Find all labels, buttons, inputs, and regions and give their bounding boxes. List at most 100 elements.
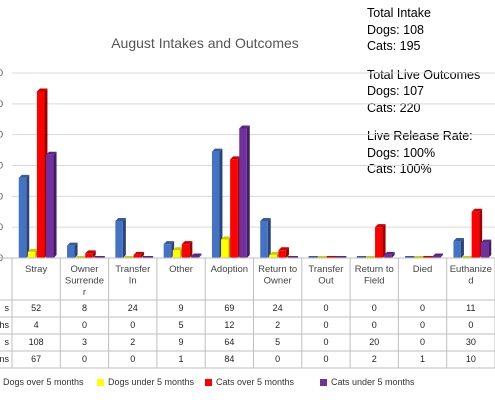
data-label: 5 [179,320,184,330]
bar [260,221,268,258]
bar-top [211,148,223,152]
bar [27,251,36,258]
bar-side [285,247,289,258]
bar-top [115,218,126,221]
chart-title: August Intakes and Outcomes [111,35,299,51]
data-label: 0 [275,354,280,364]
intake-cats: Cats: 195 [367,39,421,53]
data-label: 2 [275,320,280,330]
bar [85,253,93,258]
bar [414,256,425,258]
bar-top [278,247,289,251]
data-label: 0 [82,354,87,364]
bar [453,241,461,258]
y-tick-label: 80 [0,130,3,140]
data-label: 4 [34,320,39,330]
bar-top [67,242,78,246]
data-label: 5 [275,337,280,347]
bar-top [190,253,202,257]
bar-side [391,251,395,258]
bar [423,256,434,258]
category-label: Field [364,276,385,287]
legend-item: Cats under 5 months [320,377,415,387]
y-tick-label: 20 [0,222,3,232]
bar [326,256,338,258]
bar [480,242,489,258]
bar [133,254,142,258]
data-label: 84 [224,354,234,364]
bar-side [439,253,443,258]
row-label: ns [0,354,9,364]
bar [278,250,286,258]
data-label: 0 [323,303,328,313]
bar-side [92,250,96,258]
bar-top [269,251,280,255]
y-tick-label: 120 [0,68,3,78]
bar-top [384,251,395,255]
bar [115,221,123,258]
bar [181,244,190,258]
bar [221,239,229,258]
data-label: 0 [372,303,377,313]
category-label: d [468,276,473,287]
bar-top [172,247,184,251]
bar [432,256,440,258]
bar [76,256,87,258]
data-label: 20 [369,337,379,347]
y-tick-label: 60 [0,161,3,171]
data-label: 0 [420,303,425,313]
category-label: Other [169,264,193,275]
bar-top [239,125,250,129]
bar [317,256,329,258]
category-label: Transfer [308,264,343,275]
data-label: 1 [420,354,425,364]
bar [190,256,199,258]
category-label: Euthanize [450,264,492,275]
row-label: s [5,337,10,347]
bar [172,250,181,258]
data-label: 0 [130,320,135,330]
legend-item: Cats over 5 months [205,377,294,387]
bar [365,256,377,258]
data-label: 10 [466,354,476,364]
live-outcomes-title: Total Live Outcomes [367,67,481,82]
data-label: 30 [466,337,476,347]
bar-top [18,174,30,178]
bar-top [230,156,241,160]
bar-side [53,151,57,258]
bar [230,159,238,258]
bar [36,91,45,258]
y-tick-label: 100 [0,99,3,109]
legend-label: Cats over 5 months [216,377,295,387]
bar-side [74,242,78,258]
category-label: Owner [70,264,98,275]
bar-top [375,224,386,228]
category-label: Transfer [115,264,150,275]
bar-side [267,218,271,258]
bar [18,177,27,258]
legend-label: Cats under 5 months [331,377,415,387]
data-label: 64 [224,337,234,347]
bar [124,256,135,258]
bar [211,151,220,258]
bar [462,256,474,258]
legend-item: Dogs under 5 months [97,377,194,387]
data-label: 0 [323,354,328,364]
bar [142,256,154,258]
category-label: Stray [25,264,47,275]
bar [46,154,54,258]
bar [308,256,320,258]
category-label: Adoption [211,264,249,275]
live-release-title: Live Release Rate: [367,129,473,143]
intake-dogs: Dogs: 108 [367,22,424,37]
y-tick-label: 40 [0,191,3,201]
data-label: 12 [224,320,234,330]
category-label: Return to [355,264,394,275]
bar [94,256,105,258]
bar-top [133,251,145,255]
bar-chart: 020406080100120StrayOwnerSurrenderTransf… [0,68,495,369]
data-label: 9 [179,303,184,313]
category-label: Out [318,276,334,287]
category-label: Owner [264,276,292,287]
legend-swatch-dogs-under [97,379,104,387]
